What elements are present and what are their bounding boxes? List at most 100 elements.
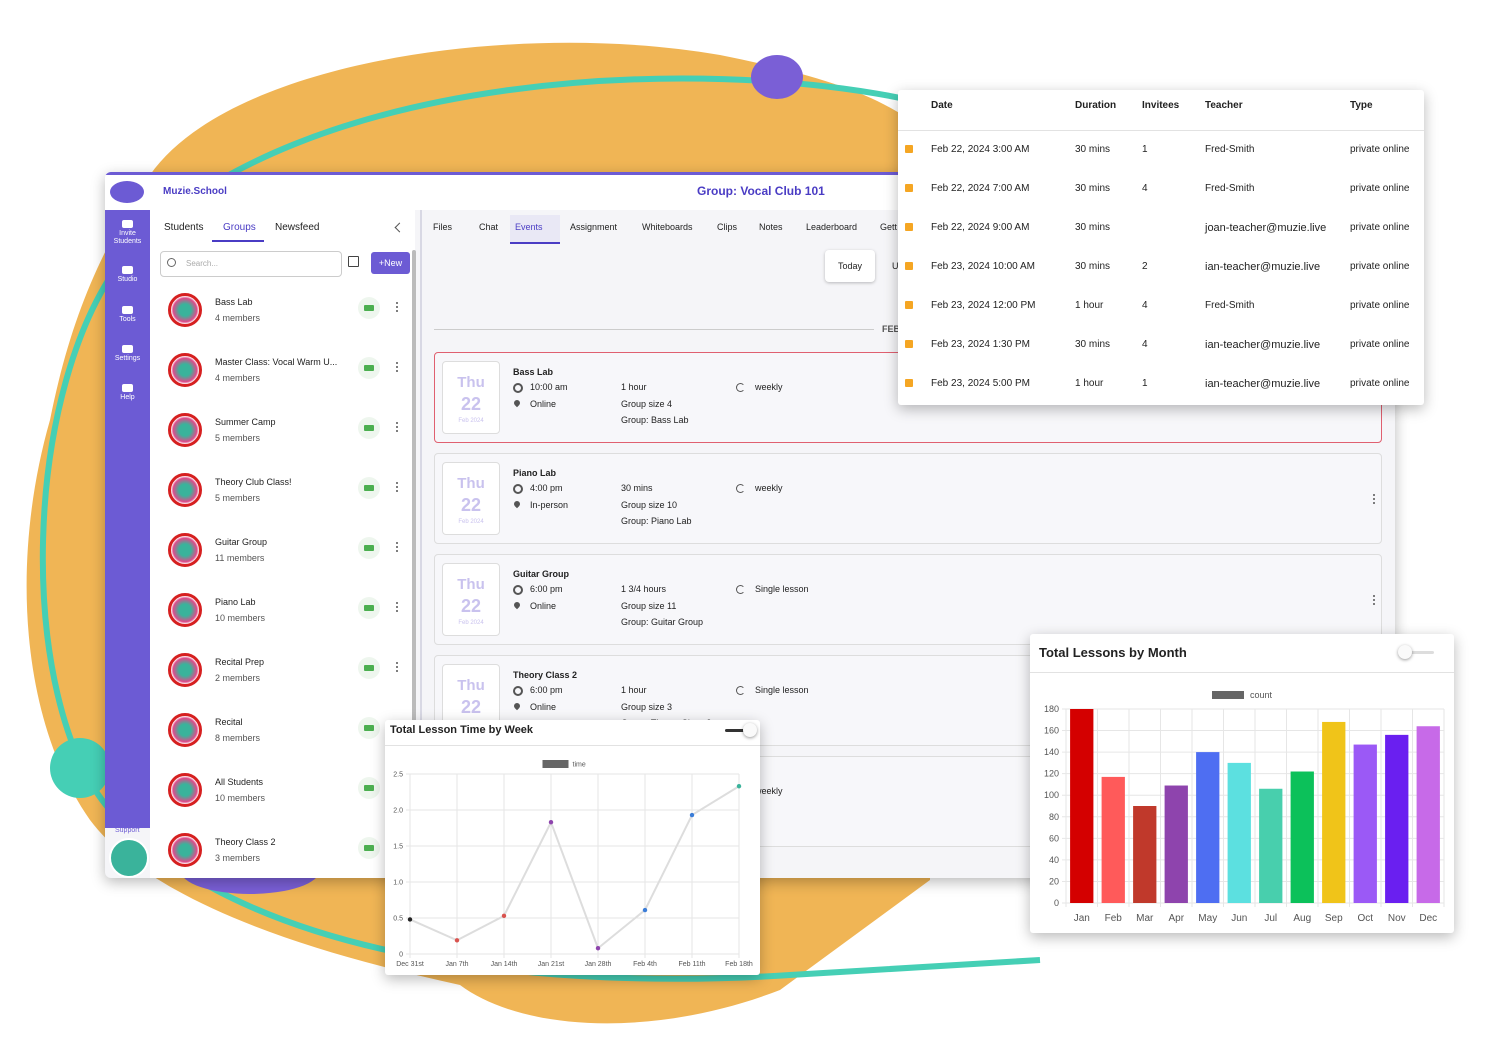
- table-cell: Fred-Smith: [1205, 183, 1255, 194]
- group-item[interactable]: Summer Camp 5 members: [150, 400, 410, 460]
- left-tab[interactable]: Newsfeed: [275, 222, 320, 233]
- y-tick-label: 1.5: [393, 843, 403, 850]
- group-item[interactable]: Theory Club Class! 5 members: [150, 460, 410, 520]
- event-card[interactable]: Thu 22 Feb 2024 Piano Lab 4:00 pm In-person 30…: [434, 453, 1382, 544]
- nav-label[interactable]: Tools: [119, 316, 136, 323]
- today-button[interactable]: Today: [825, 250, 875, 282]
- table-cell: ian-teacher@muzie.live: [1205, 378, 1321, 390]
- kebab-menu[interactable]: [395, 422, 399, 434]
- table-cell: 30 mins: [1075, 339, 1111, 350]
- chart-title: Total Lesson Time by Week: [390, 723, 534, 736]
- kebab-menu[interactable]: [395, 662, 399, 674]
- main-tab[interactable]: Chat: [479, 222, 499, 232]
- next-button[interactable]: U: [892, 261, 899, 271]
- group-item[interactable]: Theory Class 2 3 members: [150, 820, 410, 878]
- kebab-menu[interactable]: [395, 602, 399, 614]
- scrollbar: [412, 250, 416, 878]
- main-tab[interactable]: Assignment: [570, 222, 618, 232]
- table-cell: Feb 23, 2024 10:00 AM: [931, 261, 1035, 272]
- main-tab[interactable]: Clips: [717, 222, 738, 232]
- nav-icon[interactable]: [122, 384, 133, 392]
- data-point: [454, 938, 460, 943]
- event-card[interactable]: Thu 22 Feb 2024 Guitar Group 6:00 pm Online 1 …: [434, 554, 1382, 645]
- event-group-size: Group size 3: [621, 702, 673, 712]
- kebab-menu[interactable]: [1372, 494, 1376, 506]
- repeat-icon: [736, 585, 745, 594]
- x-tick-label: Jan 14th: [491, 961, 518, 968]
- group-item[interactable]: Bass Lab 4 members: [150, 280, 410, 340]
- repeat-icon: [736, 484, 745, 493]
- chart: 0 0.5 1.0 1.5 2.0 2.5 time Dec 31st Jan 7th Jan 1…: [393, 760, 753, 968]
- weekday: Thu: [457, 374, 485, 391]
- kebab-menu[interactable]: [1372, 595, 1376, 607]
- video-icon: [364, 845, 374, 851]
- day: 22: [460, 596, 482, 616]
- new-button[interactable]: +New: [371, 252, 410, 274]
- main-tab[interactable]: Gett: [880, 222, 898, 232]
- pin-icon: [512, 701, 522, 711]
- active-tab-underline: [212, 240, 264, 242]
- event-time: 10:00 am: [530, 382, 568, 392]
- nav-icon[interactable]: [122, 266, 133, 274]
- nav-label[interactable]: Help: [120, 394, 135, 401]
- group-item[interactable]: All Students 10 members: [150, 760, 410, 820]
- kebab-menu[interactable]: [395, 302, 399, 314]
- left-tab[interactable]: Groups: [223, 222, 256, 233]
- nav-label[interactable]: Invite Students: [113, 230, 142, 245]
- calendar-icon: [905, 184, 913, 192]
- sidebar: Invite Students Studio Tools Settings Help: [105, 210, 150, 828]
- group-item[interactable]: Master Class: Vocal Warm U... 4 members: [150, 340, 410, 400]
- nav-label[interactable]: Studio: [117, 276, 138, 283]
- table-cell: private online: [1350, 300, 1410, 311]
- bar: [1416, 726, 1440, 903]
- edit-button[interactable]: [348, 256, 359, 267]
- clock-icon: [513, 686, 523, 696]
- y-tick-label: 120: [1044, 769, 1059, 779]
- dot: [1373, 603, 1375, 605]
- video-icon: [364, 485, 374, 491]
- bar: [1164, 785, 1188, 903]
- group-item[interactable]: Recital Prep 2 members: [150, 640, 410, 700]
- nav-icon[interactable]: [122, 306, 133, 314]
- main-tab[interactable]: Events: [515, 222, 543, 232]
- y-tick-label: 0: [1054, 898, 1059, 908]
- toggle-knob[interactable]: [1398, 645, 1412, 659]
- search-box[interactable]: Search...: [160, 251, 342, 277]
- nav-icon[interactable]: [122, 345, 133, 353]
- main-tab[interactable]: Leaderboard: [806, 222, 858, 232]
- group-item[interactable]: Piano Lab 10 members: [150, 580, 410, 640]
- main-tab[interactable]: Files: [433, 222, 453, 232]
- group-item[interactable]: Recital 8 members: [150, 700, 410, 760]
- column-header: Teacher: [1205, 100, 1243, 111]
- x-tick-label: Feb 18th: [725, 961, 753, 968]
- event-recurrence: Single lesson: [755, 584, 809, 594]
- nav-icon[interactable]: [122, 220, 133, 228]
- support-avatar[interactable]: [109, 838, 149, 878]
- video-icon: [364, 785, 374, 791]
- group-members: 2 members: [215, 673, 261, 683]
- group-item[interactable]: Guitar Group 11 members: [150, 520, 410, 580]
- toggle-track[interactable]: [725, 729, 755, 732]
- toggle-knob[interactable]: [743, 723, 757, 737]
- y-tick-label: 0.5: [393, 915, 403, 922]
- group-avatar: [168, 833, 202, 867]
- video-icon: [364, 665, 374, 671]
- kebab-menu[interactable]: [395, 482, 399, 494]
- line-chart-card: Total Lesson Time by Week 0 0.5 1.0 1.5 2.0 2.…: [385, 720, 760, 975]
- group-avatar: [168, 353, 202, 387]
- main-tab[interactable]: Whiteboards: [642, 222, 693, 232]
- group-avatar: [168, 713, 202, 747]
- column-header: Duration: [1075, 100, 1117, 111]
- x-tick-label: Oct: [1357, 913, 1373, 924]
- table-cell: 1 hour: [1075, 300, 1104, 311]
- left-tab[interactable]: Students: [164, 222, 204, 233]
- group-list: Bass Lab 4 members Master Class: Vocal War…: [150, 280, 410, 878]
- toggle-track[interactable]: [1404, 651, 1434, 654]
- kebab-menu[interactable]: [395, 362, 399, 374]
- kebab-menu[interactable]: [395, 542, 399, 554]
- dot: [396, 602, 398, 604]
- x-tick-label: Mar: [1136, 913, 1154, 924]
- main-tab[interactable]: Notes: [759, 222, 783, 232]
- collapse-button[interactable]: [394, 222, 405, 233]
- nav-label[interactable]: Settings: [114, 355, 141, 362]
